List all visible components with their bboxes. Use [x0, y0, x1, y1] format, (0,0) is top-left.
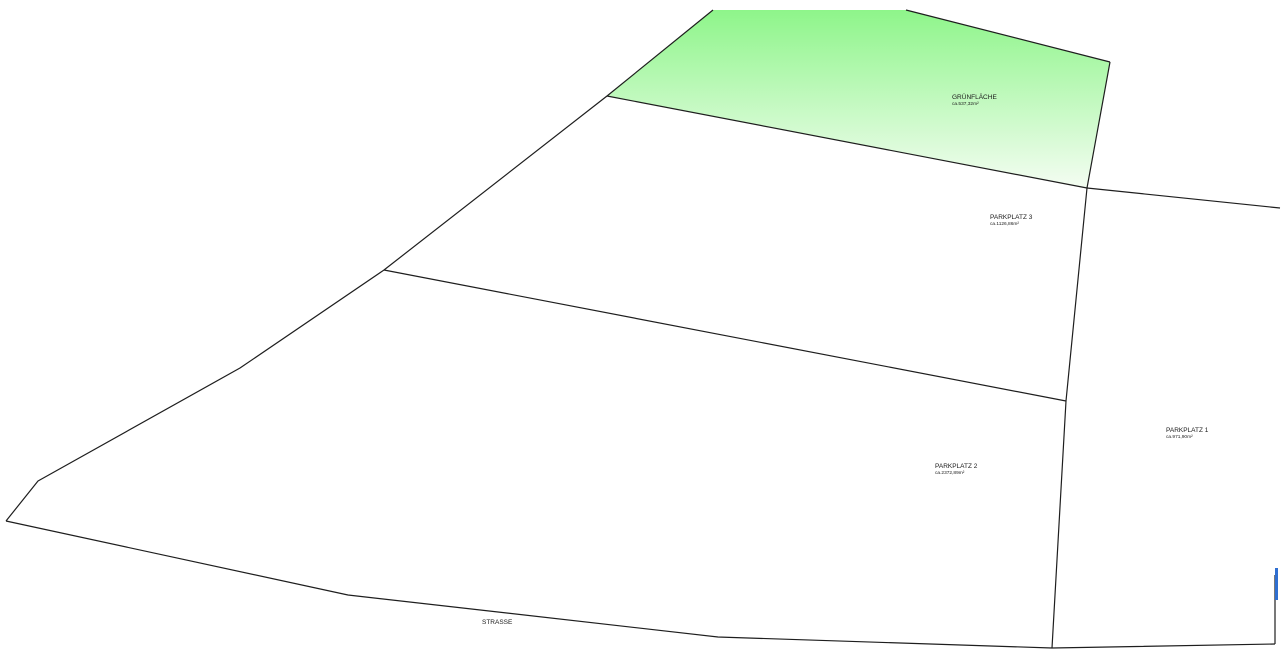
label-parkplatz3: PARKPLATZ 3 ca.1126,86m² [990, 214, 1033, 227]
parkplatz1-name: PARKPLATZ 1 [1166, 427, 1209, 434]
gruenflaeche-name: GRÜNFLÄCHE [952, 93, 997, 101]
parkplatz3-name: PARKPLATZ 3 [990, 214, 1033, 221]
parkplatz2-name: PARKPLATZ 2 [935, 463, 978, 470]
boundary-left-edge [5, 9, 714, 522]
boundary-street-edge [5, 520, 1276, 649]
parkplatz2-size: ca.2372,89m² [935, 470, 965, 476]
boundary-top-edge [905, 9, 1111, 63]
parkplatz3-size: ca.1126,86m² [990, 221, 1019, 227]
edge-marker [1275, 568, 1278, 600]
street-label: STRASSE [482, 619, 513, 626]
parkplatz1-size: ca.971,90m² [1166, 434, 1193, 440]
gruenflaeche-size: ca.537,32m² [952, 101, 979, 107]
divider-vertical [1051, 61, 1111, 649]
divider-parkplatz1-top [1086, 187, 1281, 209]
label-parkplatz2: PARKPLATZ 2 ca.2372,89m² [935, 463, 978, 476]
label-gruenflaeche: GRÜNFLÄCHE ca.537,32m² [952, 93, 997, 107]
divider-green-parkplatz3 [606, 95, 1088, 189]
label-parkplatz1: PARKPLATZ 1 ca.971,90m² [1166, 427, 1209, 440]
green-area-fill [607, 10, 1110, 188]
divider-parkplatz3-parkplatz2 [383, 269, 1067, 402]
